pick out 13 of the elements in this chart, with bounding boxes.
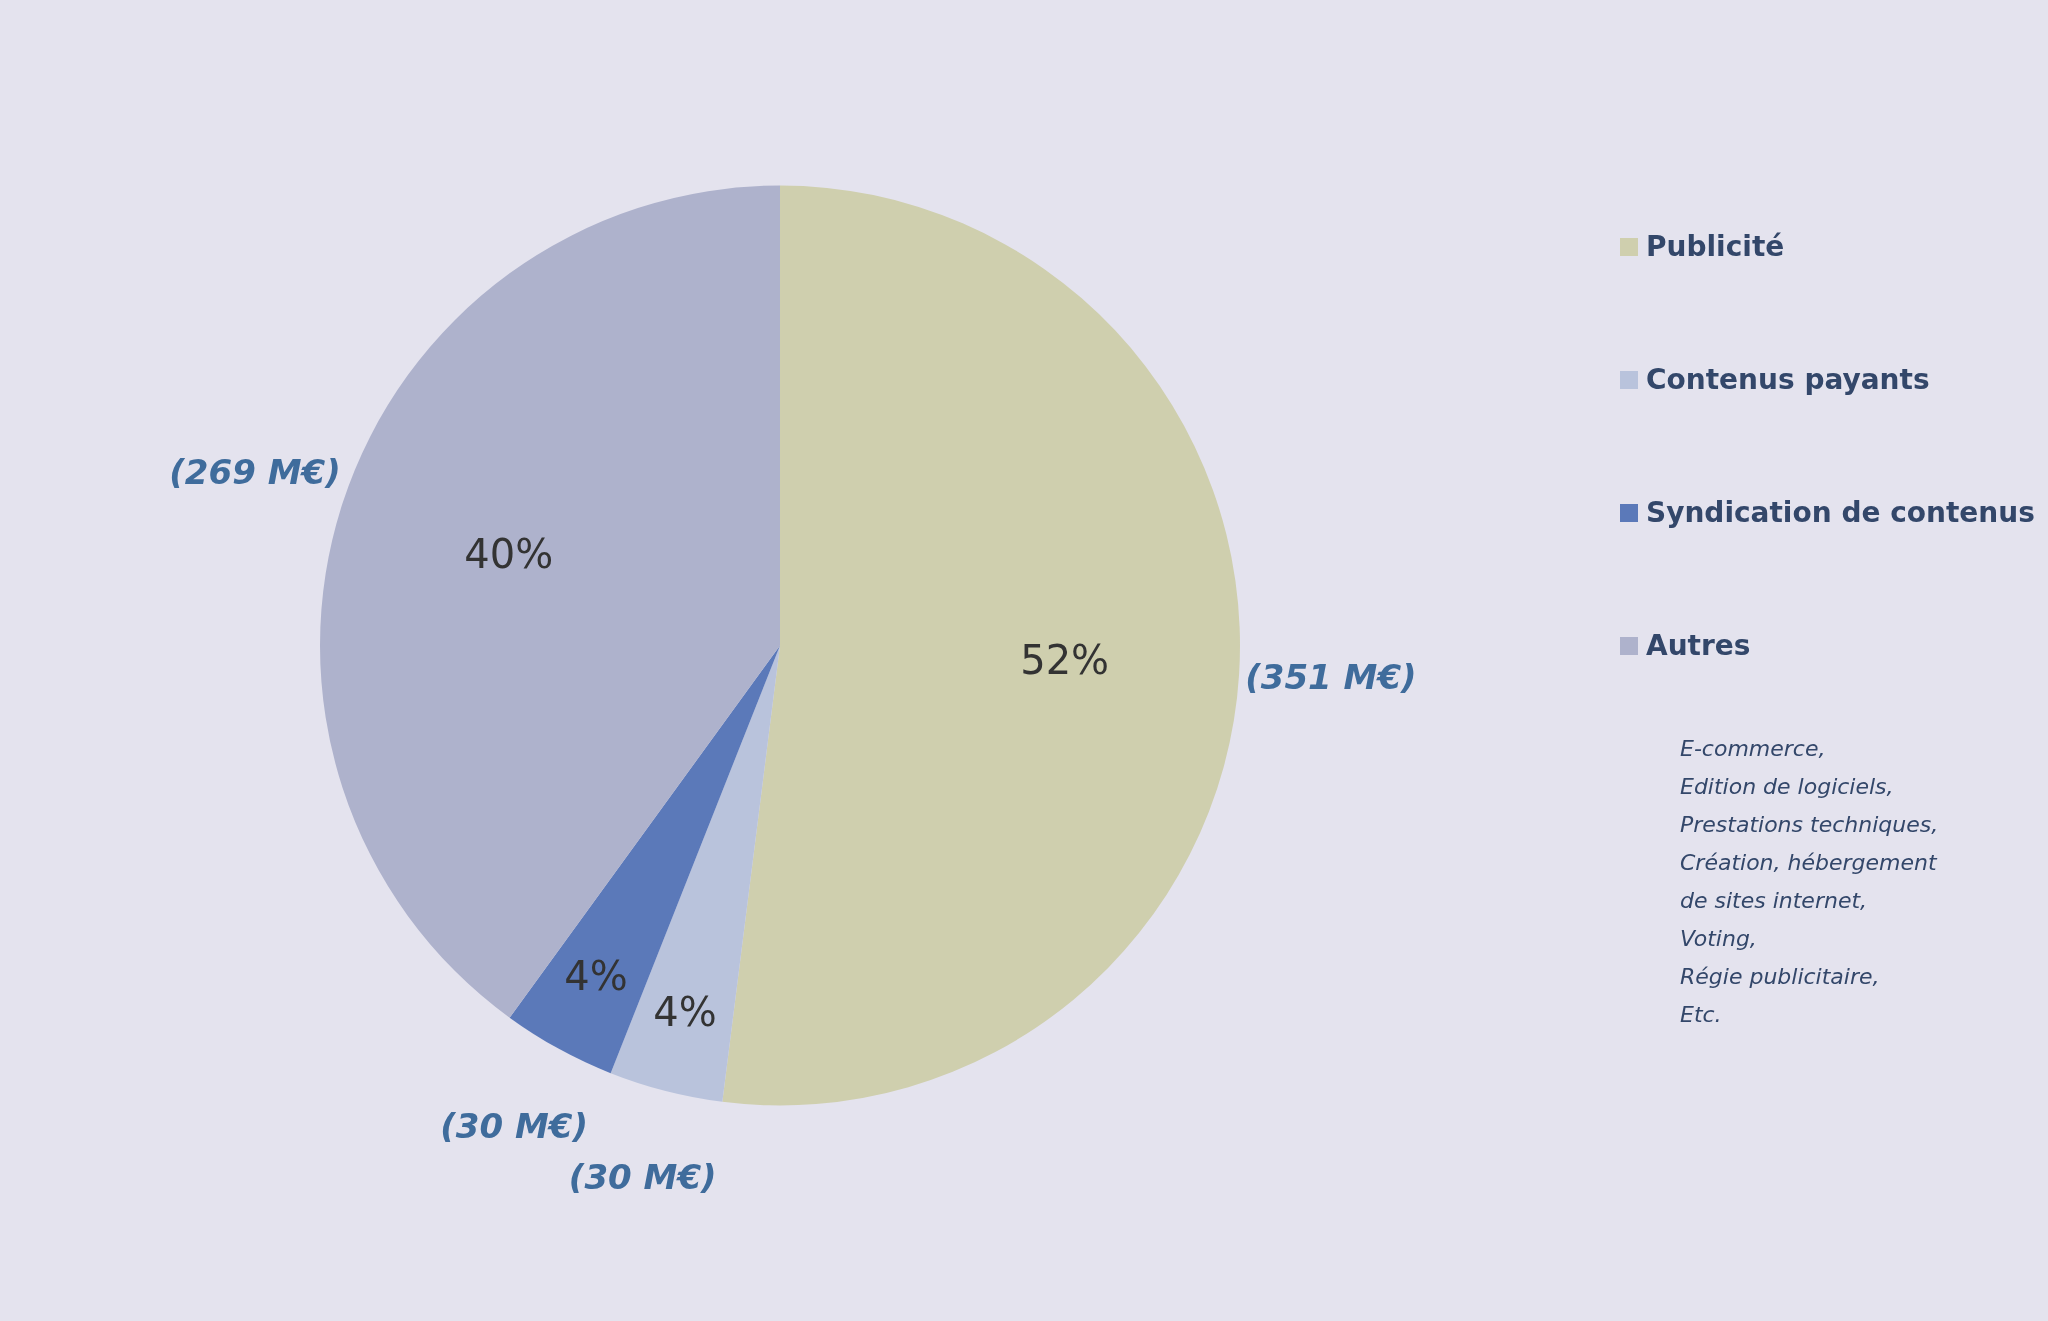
legend-label: Contenus payants <box>1646 363 1930 396</box>
data-label: 52% <box>1020 636 1110 683</box>
legend-label: Autres <box>1646 629 1751 662</box>
text: (269 M€) <box>169 451 341 492</box>
data-label: 40% <box>464 530 554 577</box>
text: E-commerce, Edition de logiciels, Prestations techniques, Création, hébergement de sites internet, Voting, Régie publicitaire, Etc. <box>1680 735 1939 1029</box>
data-label: 4% <box>564 953 628 1000</box>
text: (351 M€) <box>1245 656 1417 697</box>
data-label: 4% <box>653 988 717 1035</box>
text: (30 M€) <box>568 1156 717 1197</box>
text: (30 M€) <box>440 1106 588 1147</box>
legend-label: Publicité <box>1646 230 1785 263</box>
legend-label: Syndication de contenus <box>1646 496 2035 529</box>
